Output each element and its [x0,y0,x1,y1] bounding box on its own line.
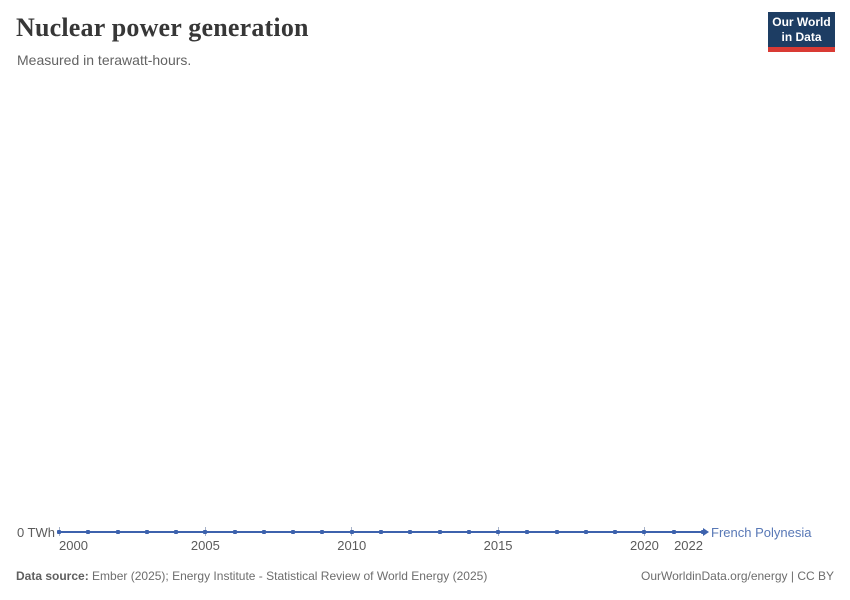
data-point-marker [203,530,208,534]
data-point-marker [642,530,647,534]
footer-link[interactable]: OurWorldinData.org/energy | CC BY [641,569,834,583]
page-subtitle: Measured in terawatt-hours. [17,52,192,68]
data-point-marker [232,530,237,534]
x-axis-label: 2015 [483,538,513,553]
line-end-arrow [703,528,709,536]
data-point-marker [437,530,442,534]
data-point-marker [115,530,120,534]
entity-label[interactable]: French Polynesia [711,525,812,540]
x-axis-label: 2005 [190,538,220,553]
data-point-marker [701,530,705,534]
data-source-note: Data source: Ember (2025); Energy Instit… [16,569,487,583]
data-point-marker [57,530,61,534]
data-point-marker [320,530,325,534]
data-source-label: Data source: [16,569,89,583]
data-point-marker [144,530,149,534]
data-point-marker [408,530,413,534]
data-point-marker [671,530,676,534]
data-point-marker [379,530,383,534]
x-axis-label: 2022 [674,538,703,553]
data-point-marker [613,530,618,534]
x-axis-label: 2020 [629,538,659,553]
x-axis-label: 2000 [59,538,88,553]
owid-logo[interactable]: Our World in Data [768,12,835,52]
data-point-marker [291,530,296,534]
data-point-marker [466,530,471,534]
x-axis-label: 2010 [337,538,367,553]
data-point-marker [174,530,179,534]
owid-logo-line1: Our World [772,14,831,29]
page-title: Nuclear power generation [16,13,309,42]
data-point-marker [583,530,588,534]
data-point-marker [86,530,91,534]
data-point-marker [349,530,354,534]
y-axis-zero-label: 0 TWh [16,525,55,540]
data-point-marker [496,530,501,534]
data-point-marker [261,530,266,534]
data-point-marker [554,530,559,534]
data-point-marker [525,530,530,534]
data-source-text: Ember (2025); Energy Institute - Statist… [92,569,488,583]
owid-logo-line2: in Data [781,29,822,44]
